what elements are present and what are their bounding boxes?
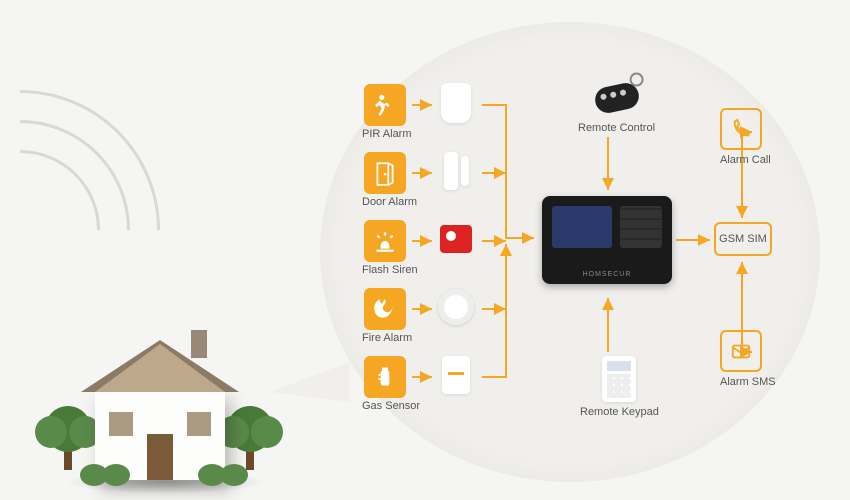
panel-brand: HOMSECUR: [542, 271, 672, 278]
alarm-call-label: Alarm Call: [720, 154, 771, 166]
sensor-label: Door Alarm: [362, 196, 410, 208]
alarm-sms: Alarm SMS: [720, 330, 776, 388]
pir-device: [438, 82, 474, 124]
alarm-call: Alarm Call: [720, 108, 771, 166]
remote-control: Remote Control: [578, 78, 655, 134]
sensor-label: Flash Siren: [362, 264, 410, 276]
sensor-label: Fire Alarm: [362, 332, 410, 344]
sensor-gas: Gas Sensor: [364, 356, 406, 398]
remote-control-label: Remote Control: [578, 122, 655, 134]
gsm-label: GSM SIM: [714, 222, 772, 256]
motion-icon: [364, 84, 406, 126]
mail-icon: [720, 330, 762, 372]
diagram-bubble: PIR Alarm Door Alarm Flash Siren Fire Al…: [320, 22, 820, 482]
sensor-flash: Flash Siren: [364, 220, 406, 262]
fire-icon: [364, 288, 406, 330]
sensor-label: Gas Sensor: [362, 400, 410, 412]
gas-icon: [364, 356, 406, 398]
remote-keypad-label: Remote Keypad: [580, 406, 659, 418]
sensor-fire: Fire Alarm: [364, 288, 406, 330]
siren-device: [438, 218, 474, 260]
sensor-pir: PIR Alarm: [364, 84, 406, 126]
alarm-sms-label: Alarm SMS: [720, 376, 776, 388]
sensor-label: PIR Alarm: [362, 128, 410, 140]
door-icon: [364, 152, 406, 194]
phone-icon: [720, 108, 762, 150]
remote-keypad: Remote Keypad: [580, 356, 659, 418]
gsm-sim: GSM SIM: [714, 222, 772, 256]
sensor-door: Door Alarm: [364, 152, 406, 194]
smoke-device: [438, 286, 474, 328]
siren-icon: [364, 220, 406, 262]
alarm-panel: HOMSECUR: [542, 196, 672, 284]
gas-device: [438, 354, 474, 396]
house-illustration: [95, 390, 225, 480]
door-device: [438, 150, 474, 192]
